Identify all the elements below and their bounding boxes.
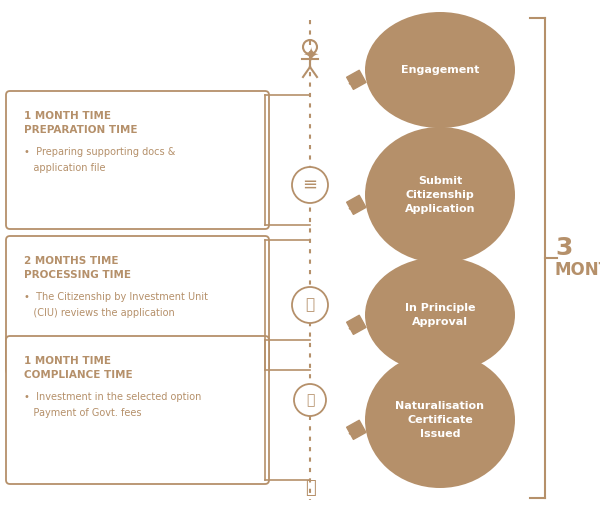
Text: ≡: ≡ — [302, 176, 317, 194]
Ellipse shape — [365, 127, 515, 263]
Text: Naturalisation
Certificate
Issued: Naturalisation Certificate Issued — [395, 401, 485, 439]
Circle shape — [292, 167, 328, 203]
Text: application file: application file — [24, 163, 106, 173]
Text: In Principle
Approval: In Principle Approval — [405, 303, 475, 327]
Text: 👍: 👍 — [305, 297, 314, 313]
Text: 🏅: 🏅 — [306, 393, 314, 407]
Text: Payment of Govt. fees: Payment of Govt. fees — [24, 408, 142, 418]
Text: •  Preparing supporting docs &: • Preparing supporting docs & — [24, 147, 175, 157]
Ellipse shape — [365, 352, 515, 488]
FancyArrowPatch shape — [347, 70, 366, 89]
Text: •  The Citizenship by Investment Unit: • The Citizenship by Investment Unit — [24, 292, 208, 302]
Text: 1 MONTH TIME: 1 MONTH TIME — [24, 111, 111, 121]
Text: COMPLIANCE TIME: COMPLIANCE TIME — [24, 370, 133, 380]
Text: 🛂: 🛂 — [305, 479, 316, 497]
Circle shape — [294, 384, 326, 416]
FancyBboxPatch shape — [6, 236, 269, 374]
Text: •  Investment in the selected option: • Investment in the selected option — [24, 392, 202, 402]
Text: MONTHS: MONTHS — [555, 261, 600, 279]
Text: Engagement: Engagement — [401, 65, 479, 75]
Text: (CIU) reviews the application: (CIU) reviews the application — [24, 308, 175, 318]
Text: ✦: ✦ — [302, 45, 318, 64]
Circle shape — [292, 287, 328, 323]
FancyArrowPatch shape — [347, 315, 366, 334]
FancyArrowPatch shape — [347, 196, 366, 214]
Text: 3: 3 — [555, 236, 572, 260]
FancyBboxPatch shape — [6, 91, 269, 229]
FancyBboxPatch shape — [6, 336, 269, 484]
Text: PROCESSING TIME: PROCESSING TIME — [24, 270, 131, 280]
Text: PREPARATION TIME: PREPARATION TIME — [24, 125, 137, 135]
Text: 2 MONTHS TIME: 2 MONTHS TIME — [24, 256, 119, 266]
Text: Submit
Citizenship
Application: Submit Citizenship Application — [405, 176, 475, 214]
Text: 1 MONTH TIME: 1 MONTH TIME — [24, 356, 111, 366]
Ellipse shape — [365, 12, 515, 128]
FancyArrowPatch shape — [347, 420, 366, 439]
Ellipse shape — [365, 257, 515, 373]
